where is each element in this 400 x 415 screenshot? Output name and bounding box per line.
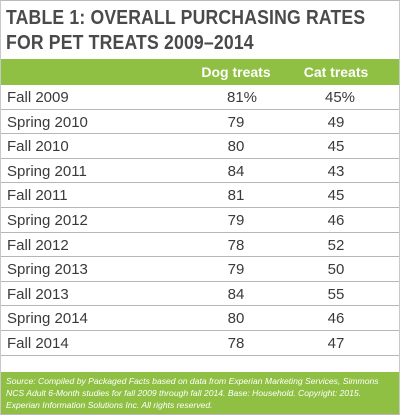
table-row: Fall 2011 81 45 [1,183,399,208]
row-dog-value: 84 [227,162,245,180]
row-dog-value: 79 [227,211,245,229]
row-cat-value: 50 [327,261,345,279]
row-period: Fall 2009 [7,89,69,106]
row-dog-value: 81 [227,187,245,205]
table-title: TABLE 1: OVERALL PURCHASING RATES FOR PE… [1,1,399,56]
row-dog-value: 81% [226,89,258,106]
row-period: Spring 2011 [7,162,87,180]
row-period: Fall 2010 [7,138,69,156]
table-row: Fall 2012 78 52 [1,232,399,258]
table-header: Dog treats Cat treats [1,59,399,85]
row-cat-value: 45 [327,187,345,205]
row-cat-value: 52 [327,236,345,254]
table-row: Spring 2014 80 46 [1,306,399,331]
source-text: Source: Compiled by Packaged Facts based… [6,376,379,410]
table-row: Spring 2012 79 46 [1,207,399,233]
table-row: Fall 2010 80 45 [1,134,399,159]
table-body: Fall 2009 81% 45% Spring 2010 79 49 Fall… [1,85,399,356]
row-cat-value: 46 [327,310,345,328]
row-period: Spring 2013 [7,261,88,279]
table-row: Spring 2013 79 50 [1,257,399,282]
row-cat-value: 45 [327,138,345,156]
row-period: Spring 2012 [7,211,88,229]
row-period: Fall 2011 [7,187,68,205]
title-line-1: TABLE 1: OVERALL PURCHASING RATES [6,6,366,29]
title-line-2: FOR PET TREATS 2009–2014 [6,31,254,54]
row-cat-value: 46 [327,211,345,229]
row-dog-value: 78 [227,236,245,254]
row-cat-value: 55 [327,285,345,303]
row-dog-value: 84 [227,285,245,303]
table-row: Spring 2010 79 49 [1,109,399,135]
row-period: Fall 2013 [7,285,69,303]
source-note: Source: Compiled by Packaged Facts based… [1,372,399,414]
row-period: Fall 2014 [7,334,69,352]
header-cat-treats: Cat treats [303,64,369,80]
row-period: Spring 2014 [7,310,88,328]
row-dog-value: 79 [227,261,245,279]
row-period: Fall 2012 [7,236,69,254]
row-dog-value: 80 [227,138,245,156]
table-row: Fall 2014 78 47 [1,330,399,356]
row-cat-value: 43 [327,162,345,180]
row-cat-value: 49 [327,113,345,131]
row-cat-value: 45% [324,89,356,106]
header-dog-treats: Dog treats [201,64,271,80]
row-period: Spring 2010 [7,113,88,131]
table-row: Fall 2009 81% 45% [1,85,399,110]
table-row: Spring 2011 84 43 [1,158,399,184]
table-row: Fall 2013 84 55 [1,281,399,307]
row-dog-value: 79 [227,113,245,131]
row-dog-value: 78 [227,334,245,352]
row-cat-value: 47 [327,334,345,352]
row-dog-value: 80 [227,310,245,328]
